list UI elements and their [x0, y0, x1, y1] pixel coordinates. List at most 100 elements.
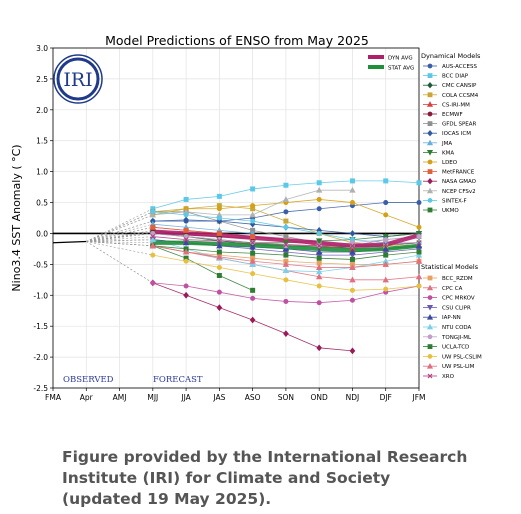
legend-marker [427, 177, 433, 185]
data-point [183, 291, 189, 299]
data-point [315, 264, 323, 270]
data-point [415, 257, 423, 264]
data-point [315, 238, 323, 245]
legend-label: JMA [441, 141, 452, 147]
caption-line-2: Institute (IRI) for Climate and Society [62, 469, 391, 487]
data-point [216, 242, 223, 249]
data-point [349, 243, 355, 249]
legend-label: TONGJI-ML [441, 335, 472, 341]
data-point [249, 211, 256, 218]
data-point [416, 200, 422, 206]
connector-line [86, 241, 153, 244]
legend-marker [427, 73, 433, 78]
data-point [416, 249, 422, 255]
data-point [250, 250, 256, 256]
data-point [349, 248, 356, 255]
data-point [315, 186, 323, 193]
chart-title: Model Predictions of ENSO from May 2025 [105, 33, 369, 48]
enso-chart: Model Predictions of ENSO from May 2025 … [10, 33, 482, 402]
y-tick-label: 0.5 [36, 199, 48, 208]
forecast-label: FORECAST [153, 375, 203, 385]
data-point [216, 272, 222, 278]
figure-caption: Figure provided by the International Res… [62, 447, 502, 510]
y-axis-label: Nino3.4 SST Anomaly ( °C) [10, 144, 23, 291]
data-point [183, 212, 189, 218]
legend: DYN AVG STAT AVG Dynamical Models AUS-ACCES… [368, 52, 482, 380]
legend-label: CMC CANSIP [442, 83, 477, 89]
data-point [282, 261, 290, 267]
data-point [316, 230, 322, 236]
data-point [149, 211, 157, 218]
data-point [383, 242, 389, 248]
data-point [183, 234, 189, 240]
data-point [383, 212, 389, 218]
legend-label: KMA [442, 150, 454, 156]
data-point [250, 203, 256, 209]
data-point [183, 258, 189, 264]
x-tick-label: NDJ [346, 393, 360, 402]
connector-line [86, 230, 153, 242]
x-tick-label: OND [311, 393, 329, 402]
data-point [415, 251, 423, 258]
data-point [249, 243, 256, 250]
legend-label: XRO [442, 374, 455, 380]
data-point [249, 316, 256, 324]
data-point [216, 238, 222, 244]
data-point [316, 206, 322, 212]
data-point [283, 277, 289, 283]
x-tick-label: JFM [412, 393, 426, 402]
grid [52, 47, 420, 389]
caption-line-1: Figure provided by the International Res… [62, 448, 468, 466]
legend-label: IOCAS ICM [442, 131, 471, 137]
y-tick-label: -0.5 [33, 260, 48, 269]
iri-logo-text: IRI [63, 69, 92, 91]
data-point [182, 248, 190, 255]
data-point [283, 182, 289, 188]
data-point [283, 234, 289, 240]
data-point [416, 234, 422, 240]
y-tick-label: -1.5 [33, 322, 48, 331]
legend-marker [427, 159, 433, 165]
data-point [250, 240, 256, 246]
y-tick-label: 2.0 [36, 106, 48, 115]
legend-label: COLA CCSM4 [442, 93, 479, 99]
data-point [249, 261, 256, 267]
legend-label: ECMWF [442, 112, 463, 118]
legend-label: GFDL SPEAR [442, 122, 477, 128]
data-point [150, 230, 156, 236]
data-point [149, 236, 157, 243]
data-point [183, 283, 189, 289]
y-tick-label: -2.5 [33, 384, 48, 393]
legend-marker [427, 373, 433, 379]
data-point [349, 186, 356, 193]
legend-label: BCC_RZDM [442, 276, 473, 282]
data-point [283, 298, 289, 304]
data-point [383, 252, 389, 258]
connector-line [86, 226, 153, 242]
data-point [183, 196, 189, 202]
legend-label: MetFRANCE [442, 170, 475, 176]
legend-label: CSU CLIPR [442, 305, 471, 311]
legend-label: UW PSL-CSLIM [442, 354, 482, 360]
data-point [149, 242, 157, 249]
observed-line [52, 240, 87, 244]
data-point [349, 240, 355, 246]
series-line [152, 245, 253, 291]
data-point [216, 193, 222, 199]
data-point [150, 252, 156, 258]
data-point [349, 256, 355, 262]
legend-marker [426, 139, 434, 146]
data-point [183, 227, 189, 233]
data-point [316, 180, 322, 186]
legend-label: UCLA-TCD [442, 345, 469, 351]
x-tick-label: MJJ [147, 393, 158, 402]
data-point [349, 200, 355, 206]
legend-label: NASA GMAO [442, 179, 477, 185]
data-point [150, 280, 156, 286]
data-point [216, 215, 222, 221]
data-point [216, 237, 222, 243]
data-point [282, 196, 290, 202]
data-point [216, 249, 222, 255]
data-point [216, 253, 223, 260]
data-point [283, 252, 289, 258]
